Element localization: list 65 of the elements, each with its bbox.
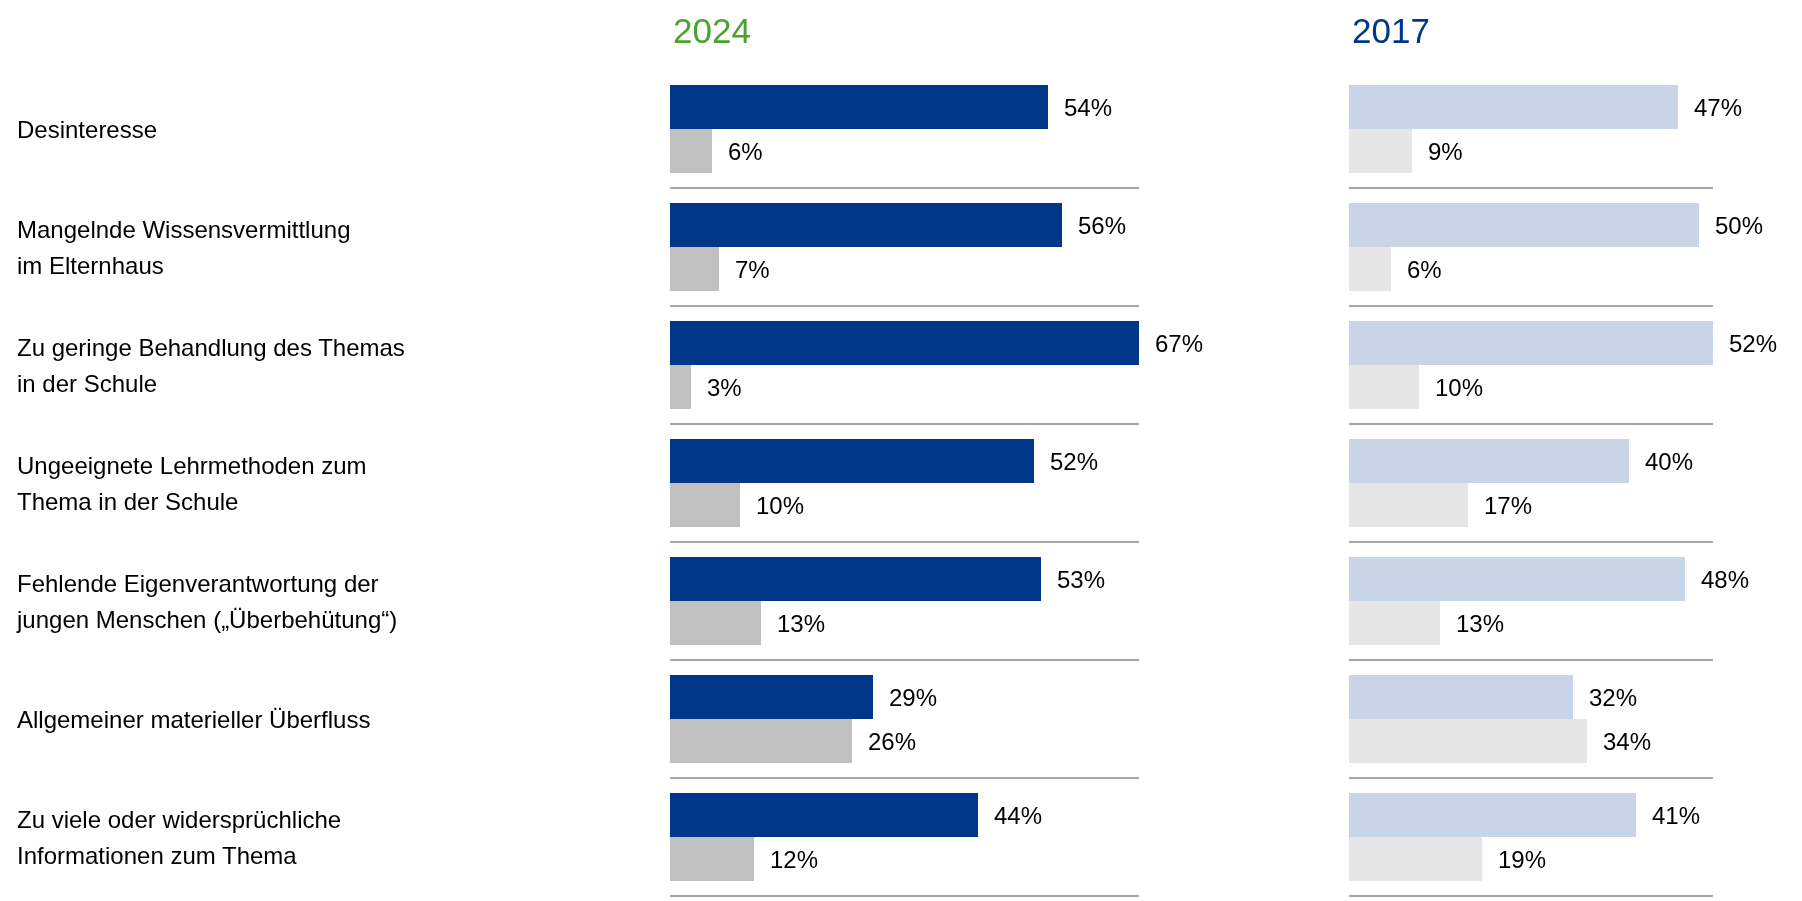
data-label: 10% xyxy=(756,491,805,519)
y-tick-label: Zu viele oder widersprüchliche Informationen zum Thema xyxy=(17,805,342,869)
bar xyxy=(670,365,691,409)
data-label: 50% xyxy=(1715,211,1764,239)
data-label: 47% xyxy=(1694,93,1743,121)
bar xyxy=(670,719,852,763)
bar xyxy=(670,129,712,173)
bar xyxy=(670,439,1034,483)
bar xyxy=(670,203,1062,247)
data-label: 67% xyxy=(1155,329,1204,357)
bar xyxy=(1349,321,1713,365)
data-label: 9% xyxy=(1428,137,1463,165)
bar xyxy=(670,247,719,291)
y-tick-label: Ungeeignete Lehrmethoden zum Thema in der Schule xyxy=(17,451,367,515)
data-label: 19% xyxy=(1498,845,1547,873)
bar xyxy=(1349,719,1587,763)
data-label: 7% xyxy=(735,255,770,283)
bar xyxy=(1349,365,1419,409)
y-tick-label: Mangelnde Wissensvermittlung im Elternhaus xyxy=(17,215,351,279)
data-label: 56% xyxy=(1078,211,1127,239)
data-label: 53% xyxy=(1057,565,1106,593)
y-tick-label: Allgemeiner materieller Überfluss xyxy=(17,705,371,733)
data-label: 34% xyxy=(1603,727,1652,755)
data-label: 32% xyxy=(1589,683,1638,711)
bar xyxy=(670,675,873,719)
data-label: 44% xyxy=(994,801,1043,829)
data-label: 10% xyxy=(1435,373,1484,401)
data-label: 13% xyxy=(1456,609,1505,637)
bar xyxy=(670,483,740,527)
data-label: 6% xyxy=(1407,255,1442,283)
bar xyxy=(1349,793,1636,837)
bar xyxy=(1349,439,1629,483)
bar xyxy=(670,557,1041,601)
bar xyxy=(670,321,1139,365)
bar xyxy=(1349,837,1482,881)
data-label: 41% xyxy=(1652,801,1701,829)
data-label: 17% xyxy=(1484,491,1533,519)
chart-title: 2024 xyxy=(673,11,751,50)
data-label: 48% xyxy=(1701,565,1750,593)
bar xyxy=(670,85,1048,129)
y-tick-label: Desinteresse xyxy=(17,115,158,143)
bar xyxy=(1349,129,1412,173)
y-tick-label: Fehlende Eigenverantwortung der jungen Menschen („Überbehütung“) xyxy=(16,569,398,633)
bar xyxy=(670,601,761,645)
bar xyxy=(1349,483,1468,527)
data-label: 3% xyxy=(707,373,742,401)
bar xyxy=(1349,85,1678,129)
bar xyxy=(670,793,978,837)
data-label: 26% xyxy=(868,727,917,755)
data-label: 6% xyxy=(728,137,763,165)
bar xyxy=(1349,557,1685,601)
bar xyxy=(1349,247,1391,291)
chart-title: 2017 xyxy=(1352,11,1430,50)
data-label: 52% xyxy=(1050,447,1099,475)
bar xyxy=(670,837,754,881)
data-label: 54% xyxy=(1064,93,1113,121)
data-label: 13% xyxy=(777,609,826,637)
bar xyxy=(1349,601,1440,645)
bar xyxy=(1349,675,1573,719)
data-label: 40% xyxy=(1645,447,1694,475)
y-tick-label: Zu geringe Behandlung des Themas in der Schule xyxy=(17,333,405,397)
data-label: 12% xyxy=(770,845,819,873)
data-label: 29% xyxy=(889,683,938,711)
bar xyxy=(1349,203,1699,247)
data-label: 52% xyxy=(1729,329,1778,357)
